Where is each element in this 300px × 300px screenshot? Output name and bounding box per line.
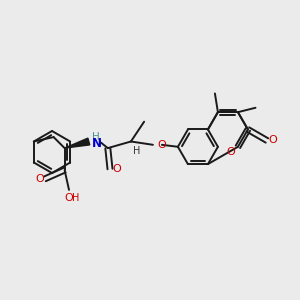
Text: H: H bbox=[92, 133, 100, 142]
Text: O: O bbox=[35, 174, 44, 184]
Text: H: H bbox=[72, 193, 80, 203]
Text: O: O bbox=[157, 140, 166, 150]
Text: O: O bbox=[268, 136, 277, 146]
Text: O: O bbox=[112, 164, 122, 174]
Polygon shape bbox=[64, 138, 90, 148]
Text: H: H bbox=[133, 146, 140, 155]
Text: N: N bbox=[92, 137, 102, 150]
Text: O: O bbox=[226, 147, 235, 157]
Text: O: O bbox=[64, 193, 74, 203]
